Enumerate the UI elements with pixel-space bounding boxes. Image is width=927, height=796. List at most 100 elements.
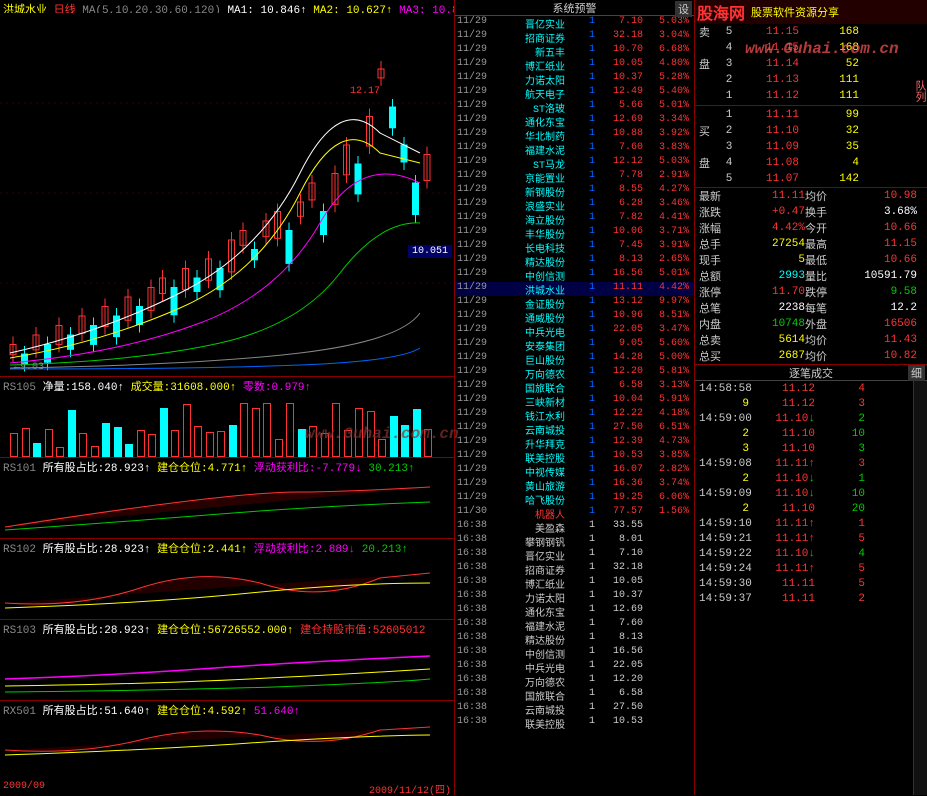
- alert-row[interactable]: 11/29三峡新材110.045.91%: [455, 394, 694, 408]
- tick-row: 14:59:2211.10↓4: [695, 546, 927, 561]
- alert-row[interactable]: 16:38晋亿实业17.10: [455, 548, 694, 562]
- alert-row[interactable]: 11/29钱江水利112.224.18%: [455, 408, 694, 422]
- tick-row: 311.103: [695, 441, 927, 456]
- ma3: 10.801: [432, 5, 454, 13]
- tick-row: 14:59:3011.115: [695, 576, 927, 591]
- alert-list[interactable]: 11/29晋亿实业17.105.03%11/29招商证券132.183.04%1…: [455, 16, 694, 795]
- vol-header: RS105 净量:158.040↑ 成交量:31608.000↑ 零数:0.97…: [0, 377, 454, 391]
- alert-row[interactable]: 11/29通威股份110.968.51%: [455, 310, 694, 324]
- chart-header: 洪城水业 日线 MA(5,10,20,30,60,120) MA1: 10.84…: [0, 0, 454, 13]
- alert-row[interactable]: 11/29ST马龙112.125.03%: [455, 156, 694, 170]
- alert-row[interactable]: 16:38万向德农112.20: [455, 674, 694, 688]
- alert-row[interactable]: 11/29海立股份17.824.41%: [455, 212, 694, 226]
- alert-row[interactable]: 11/29浪盛实业16.283.46%: [455, 198, 694, 212]
- alert-row[interactable]: 11/29云南城投127.506.51%: [455, 422, 694, 436]
- alert-row[interactable]: 16:38招商证券132.18: [455, 562, 694, 576]
- alert-row[interactable]: 11/29新钢股份18.554.27%: [455, 184, 694, 198]
- site-banner: 股海网 股票软件资源分享: [695, 0, 927, 24]
- tick-row: 14:59:1011.11↑1: [695, 516, 927, 531]
- sell-row[interactable]: 211.13111: [695, 72, 927, 88]
- alert-row[interactable]: 16:38博汇纸业110.05: [455, 576, 694, 590]
- alert-row[interactable]: 11/29中视传媒116.072.82%: [455, 464, 694, 478]
- stat-row: 涨跌+0.47换手3.68%: [695, 204, 927, 220]
- alert-row[interactable]: 11/29巨山股份114.285.00%: [455, 352, 694, 366]
- stat-row: 总笔2238每笔12.2: [695, 300, 927, 316]
- alert-row[interactable]: 11/29航天电子112.495.40%: [455, 86, 694, 100]
- stat-row: 总手27254最高11.15: [695, 236, 927, 252]
- ma1: 10.846: [260, 5, 300, 13]
- tick-row: 14:59:0911.10↓10: [695, 486, 927, 501]
- alert-row[interactable]: 11/29晋亿实业17.105.03%: [455, 16, 694, 30]
- sell-row[interactable]: 盘311.1452: [695, 56, 927, 72]
- tick-list[interactable]: 14:58:5811.124911.12314:59:0011.10↓2211.…: [695, 381, 927, 795]
- sell-row[interactable]: 卖511.15168: [695, 24, 927, 40]
- tick-row: 911.123: [695, 396, 927, 411]
- alert-row[interactable]: 16:38美盈森133.55: [455, 520, 694, 534]
- alert-row[interactable]: 16:38国旅联合16.58: [455, 688, 694, 702]
- tick-header: 逐笔成交 细: [695, 365, 927, 381]
- alert-row[interactable]: 11/29精达股份18.132.65%: [455, 254, 694, 268]
- alert-row[interactable]: 11/29力诺太阳110.375.28%: [455, 72, 694, 86]
- alert-row[interactable]: 11/29福建水泥17.603.83%: [455, 142, 694, 156]
- stat-row: 内盘10748外盘16506: [695, 316, 927, 332]
- alert-row[interactable]: 11/29升华拜克112.394.73%: [455, 436, 694, 450]
- alert-row[interactable]: 16:38精达股份18.13: [455, 632, 694, 646]
- date-end: 2009/11/12(四): [369, 781, 451, 795]
- alert-row[interactable]: 11/29中创信测116.565.01%: [455, 268, 694, 282]
- ma-label: MA(5,10,20,30,60,120): [82, 5, 221, 13]
- sell-row[interactable]: 411.15168: [695, 40, 927, 56]
- alert-row[interactable]: 16:38中创信测116.56: [455, 646, 694, 660]
- detail-button[interactable]: 细: [908, 365, 925, 381]
- alert-row[interactable]: 16:38通化东宝112.69: [455, 604, 694, 618]
- alert-row[interactable]: 11/29黄山旅游116.363.74%: [455, 478, 694, 492]
- alert-row[interactable]: 11/29新五丰110.706.68%: [455, 44, 694, 58]
- alert-row[interactable]: 11/29国旅联合16.583.13%: [455, 380, 694, 394]
- alert-row[interactable]: 11/29长电科技17.453.91%: [455, 240, 694, 254]
- settings-button[interactable]: 设: [675, 1, 692, 17]
- buy-row[interactable]: 511.07142: [695, 171, 927, 187]
- indicator-1: RS101 所有股占比:28.923↑ 建仓仓位:4.771↑ 浮动获利比:-7…: [0, 458, 454, 539]
- alert-row[interactable]: 11/29联美控股110.533.85%: [455, 450, 694, 464]
- tick-row: 211.1020: [695, 501, 927, 516]
- buy-row[interactable]: 111.1199: [695, 107, 927, 123]
- alert-row[interactable]: 11/29通化东宝112.693.34%: [455, 114, 694, 128]
- stat-row: 最新11.11均价10.98: [695, 188, 927, 204]
- alert-row[interactable]: 11/29哈飞股份119.256.06%: [455, 492, 694, 506]
- alert-row[interactable]: 11/29中兵光电122.053.47%: [455, 324, 694, 338]
- stat-row: 总卖5614均价11.43: [695, 332, 927, 348]
- chart-panel: 洪城水业 日线 MA(5,10,20,30,60,120) MA1: 10.84…: [0, 0, 455, 795]
- alert-row[interactable]: 16:38攀钢钢钒18.01: [455, 534, 694, 548]
- buy-row[interactable]: 311.0935: [695, 139, 927, 155]
- alert-row[interactable]: 11/29金证股份113.129.97%: [455, 296, 694, 310]
- candlestick-chart[interactable]: 12.17 10.051 ←9.03: [0, 13, 454, 377]
- alert-row[interactable]: 11/30机器人177.571.56%: [455, 506, 694, 520]
- vol-l1: 净量:: [43, 382, 72, 391]
- alert-row[interactable]: 16:38中兵光电122.05: [455, 660, 694, 674]
- alert-row[interactable]: 11/29安泰集团19.055.60%: [455, 338, 694, 352]
- stat-row: 涨幅4.42%今开10.66: [695, 220, 927, 236]
- alert-row[interactable]: 11/29万向德农112.205.81%: [455, 366, 694, 380]
- alert-row[interactable]: 11/29丰华股份110.063.71%: [455, 226, 694, 240]
- alert-row[interactable]: 16:38力诺太阳110.37: [455, 590, 694, 604]
- alert-row[interactable]: 11/29博汇纸业110.054.80%: [455, 58, 694, 72]
- alert-row[interactable]: 11/29洪城水业111.114.42%: [455, 282, 694, 296]
- quote-panel: 股海网 股票软件资源分享 卖511.15168411.15168盘311.145…: [695, 0, 927, 795]
- site-sub: 股票软件资源分享: [751, 4, 839, 20]
- buy-row[interactable]: 买211.1032: [695, 123, 927, 139]
- ma1-lbl: MA1:: [227, 5, 253, 13]
- side-label: 队列: [911, 80, 927, 102]
- alert-header: 系统预警 设: [455, 0, 694, 16]
- alert-row[interactable]: 11/29京能置业17.782.91%: [455, 170, 694, 184]
- alert-row[interactable]: 16:38联美控股110.53: [455, 716, 694, 730]
- alert-row[interactable]: 16:38云南城投127.50: [455, 702, 694, 716]
- alert-row[interactable]: 11/29招商证券132.183.04%: [455, 30, 694, 44]
- site-name: 股海网: [697, 0, 745, 24]
- svg-text:12.17: 12.17: [350, 86, 380, 97]
- low-label: ←9.03: [14, 362, 44, 373]
- tick-row: 211.1010: [695, 426, 927, 441]
- sell-row[interactable]: 111.12111: [695, 88, 927, 104]
- buy-row[interactable]: 盘411.084: [695, 155, 927, 171]
- alert-row[interactable]: 16:38福建水泥17.60: [455, 618, 694, 632]
- alert-row[interactable]: 11/29华北制药110.883.92%: [455, 128, 694, 142]
- alert-row[interactable]: 11/29ST洛玻15.665.01%: [455, 100, 694, 114]
